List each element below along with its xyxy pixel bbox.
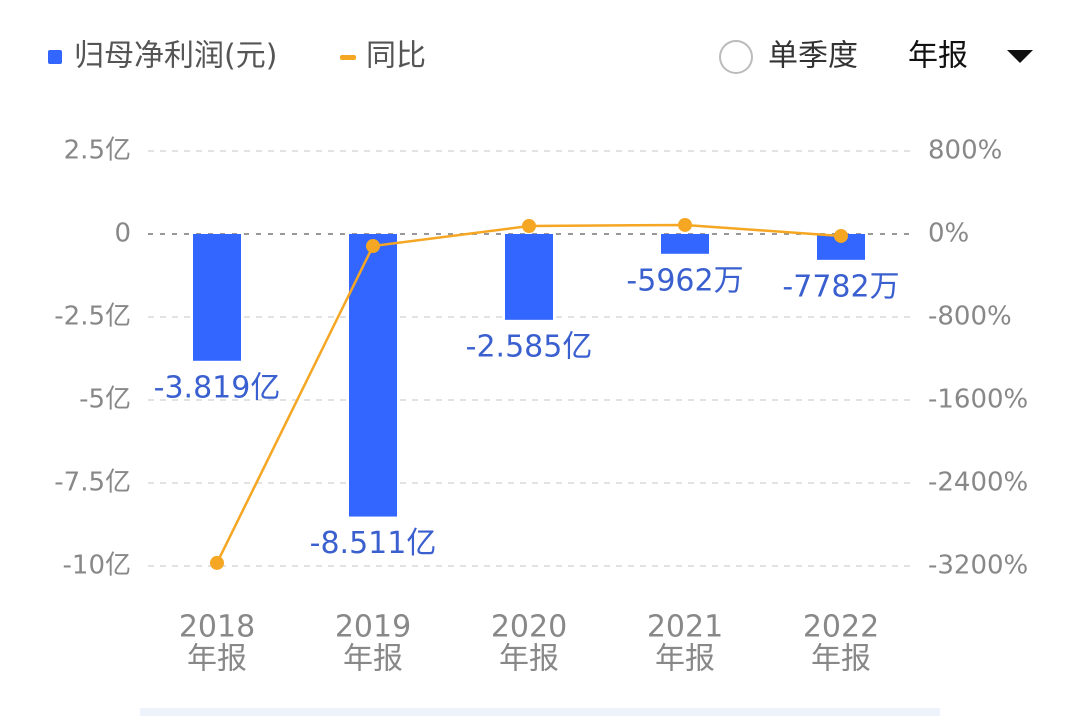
data-label: -5962万 <box>626 263 743 298</box>
data-label: -2.585亿 <box>466 329 593 364</box>
bar <box>349 234 397 517</box>
y2-tick-label: -800% <box>928 302 1012 332</box>
x-tick-label: 2018 <box>179 610 255 645</box>
dropdown-arrow[interactable] <box>1007 50 1033 63</box>
radio-label[interactable]: 单季度 <box>768 39 858 74</box>
y-tick-label: -2.5亿 <box>54 302 131 332</box>
y2-tick-label: -1600% <box>928 385 1028 415</box>
y-tick-label: 0 <box>114 219 131 249</box>
legend-swatch <box>340 55 356 60</box>
y2-tick-label: 0% <box>928 219 969 249</box>
y-tick-label: 2.5亿 <box>64 136 131 166</box>
x-tick-label: 2021 <box>647 610 723 645</box>
y2-tick-label: -3200% <box>928 551 1028 581</box>
x-tick-label: 年报 <box>343 642 403 677</box>
radio-button[interactable] <box>719 40 753 74</box>
data-label: -8.511亿 <box>310 526 437 561</box>
line-point <box>678 217 692 232</box>
line-point <box>210 555 224 570</box>
x-tick-label: 年报 <box>187 642 247 677</box>
y-tick-label: -7.5亿 <box>54 468 131 498</box>
y-tick-label: -5亿 <box>79 385 131 415</box>
dropdown-label[interactable]: 年报 <box>908 39 968 74</box>
y2-tick-label: -2400% <box>928 468 1028 498</box>
report-dropdown[interactable]: 年报 <box>908 39 1033 74</box>
line-point <box>366 239 380 254</box>
line-point <box>522 219 536 234</box>
legend-label: 归母净利润(元) <box>74 39 277 74</box>
period-radio[interactable]: 单季度 <box>719 39 858 74</box>
x-tick-label: 年报 <box>811 642 871 677</box>
x-tick-label: 年报 <box>655 642 715 677</box>
x-tick-label: 2020 <box>491 610 567 645</box>
bottom-shadow <box>140 708 940 716</box>
data-label: -3.819亿 <box>154 370 281 405</box>
y-tick-label: -10亿 <box>63 551 131 581</box>
bar <box>661 234 709 254</box>
y2-tick-label: 800% <box>928 136 1002 166</box>
x-tick-label: 2022 <box>803 610 879 645</box>
bar <box>505 234 553 320</box>
legend-label: 同比 <box>366 39 426 74</box>
line-point <box>834 228 848 243</box>
data-label: -7782万 <box>782 269 899 304</box>
bar <box>193 234 241 361</box>
legend-swatch <box>48 50 62 64</box>
x-tick-label: 年报 <box>499 642 559 677</box>
x-tick-label: 2019 <box>335 610 411 645</box>
